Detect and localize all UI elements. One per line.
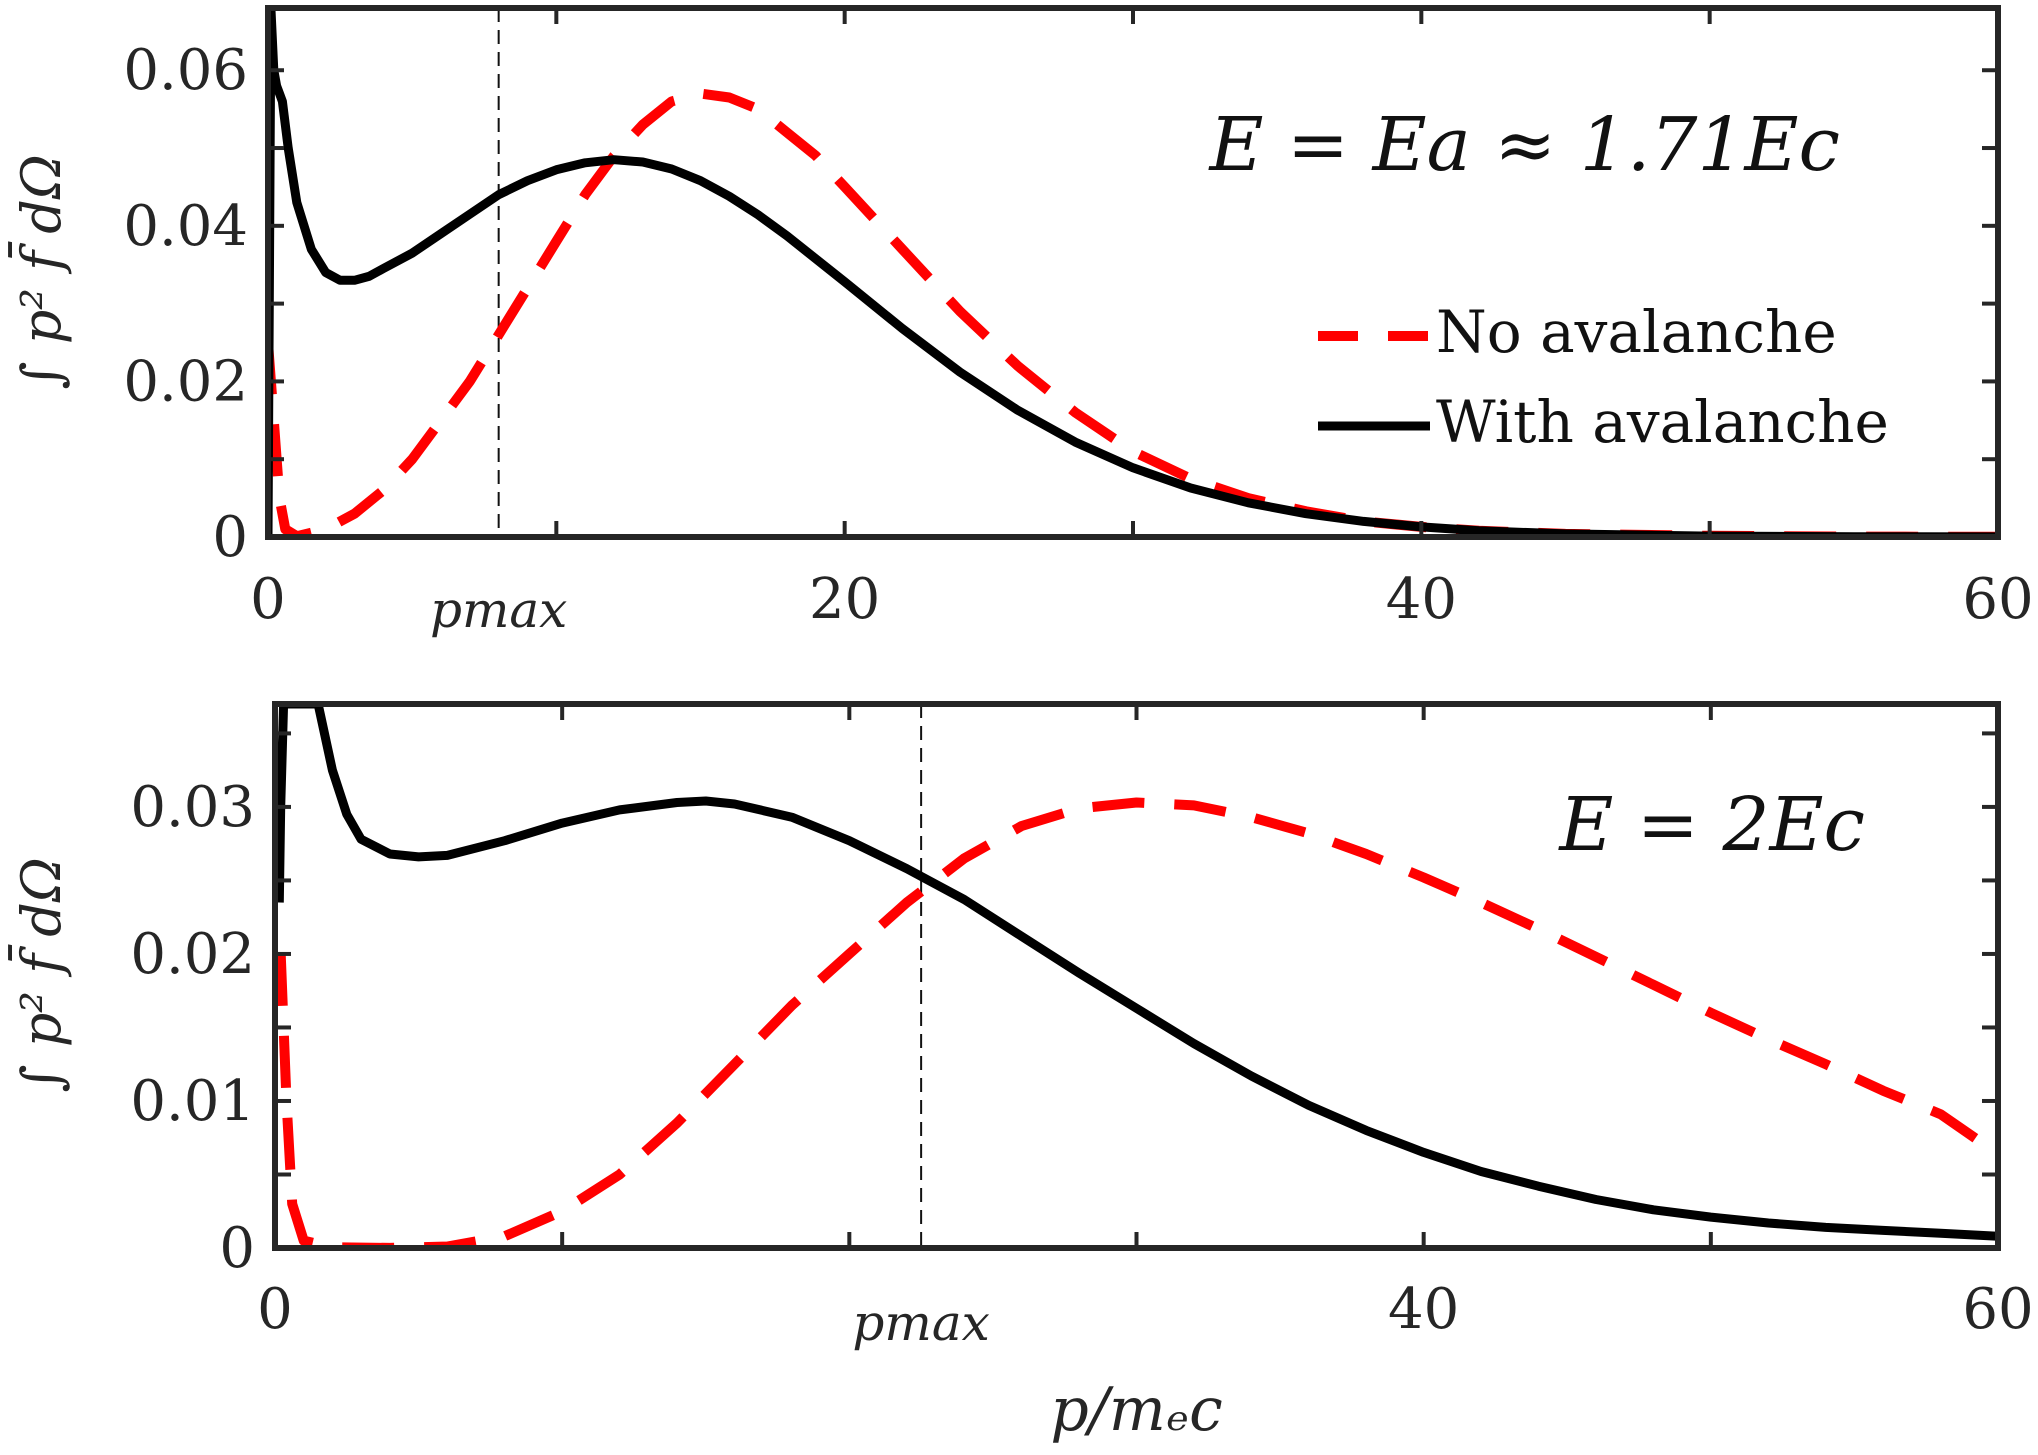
- with-avalanche-series-line: [268, 8, 1998, 537]
- x-tick-label: 40: [1386, 567, 1457, 632]
- x-tick-label: 60: [1962, 567, 2033, 632]
- y-axis-label: ∫ p² f̄ dΩ: [7, 154, 73, 389]
- pmax-label: pmax: [852, 1294, 989, 1352]
- y-tick-label: 0: [212, 505, 248, 570]
- no-avalanche-series-line: [275, 797, 1998, 1248]
- y-tick-label: 0.02: [123, 349, 248, 414]
- y-tick-label: 0.04: [123, 194, 248, 259]
- x-axis-label: p/mₑc: [1050, 1375, 1222, 1445]
- field-strength-annotation: E = Ea ≈ 1.71Ec: [1208, 102, 1840, 188]
- y-tick-label: 0.01: [130, 1069, 255, 1134]
- x-tick-label: 0: [250, 567, 286, 632]
- y-tick-label: 0.03: [130, 775, 255, 840]
- pmax-label: pmax: [430, 581, 567, 639]
- top-chart-panel: 0 20 40 60 0 0.02 0.04 0.06 pmax ∫ p² f̄ dΩ E = Ea…: [7, 5, 2034, 639]
- y-tick-label: 0: [219, 1216, 255, 1281]
- bottom-chart-panel: 0 40 60 0 0.01 0.02 0.03 pmax ∫ p² f̄ dΩ E = 2Ec p…: [7, 701, 2034, 1445]
- x-tick-label: 20: [809, 567, 880, 632]
- y-tick-label: 0.06: [123, 38, 248, 103]
- y-axis-label: ∫ p² f̄ dΩ: [7, 857, 73, 1092]
- y-tick-label: 0.02: [130, 922, 255, 987]
- field-strength-annotation: E = 2Ec: [1557, 782, 1865, 868]
- axes-frame: [265, 5, 2001, 540]
- plot-area: [268, 8, 1998, 537]
- with-avalanche-series-line: [275, 704, 1998, 1241]
- legend-entry-label: With avalanche: [1436, 388, 1889, 456]
- legend: No avalanche With avalanche: [1318, 298, 1889, 456]
- legend-entry-label: No avalanche: [1436, 298, 1837, 366]
- x-tick-label: 60: [1962, 1277, 2033, 1342]
- x-tick-label: 40: [1388, 1277, 1459, 1342]
- plot-area: [275, 704, 1998, 1248]
- x-tick-label: 0: [257, 1277, 293, 1342]
